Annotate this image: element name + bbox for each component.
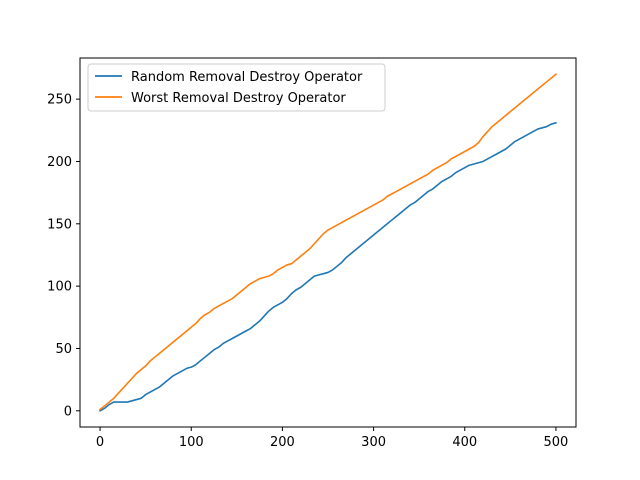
x-tick-label: 0 [96, 435, 104, 450]
x-tick-label: 300 [361, 435, 386, 450]
series-layer [98, 73, 558, 412]
y-tick-label: 200 [47, 155, 72, 170]
legend-label-2: Worst Removal Destroy Operator [131, 91, 346, 106]
y-tick-label: 50 [55, 342, 72, 357]
y-tick-label: 250 [47, 93, 72, 108]
series-line-2 [98, 73, 558, 411]
x-axis: 0 100 200 300 400 500 [96, 427, 568, 450]
x-tick-label: 100 [179, 435, 204, 450]
legend-box [87, 63, 386, 112]
y-tick-label: 100 [47, 280, 72, 295]
legend: Random Removal Destroy Operator Worst Rem… [87, 63, 386, 112]
legend-label-1: Random Removal Destroy Operator [131, 70, 363, 85]
x-tick-label: 500 [544, 435, 569, 450]
plot-frame [79, 57, 577, 428]
y-tick-label: 150 [47, 217, 72, 232]
y-tick-label: 0 [64, 404, 72, 419]
x-tick-label: 400 [452, 435, 477, 450]
series-line-1 [98, 121, 557, 412]
x-tick-label: 200 [270, 435, 295, 450]
y-axis: 0 50 100 150 200 250 [47, 93, 80, 419]
